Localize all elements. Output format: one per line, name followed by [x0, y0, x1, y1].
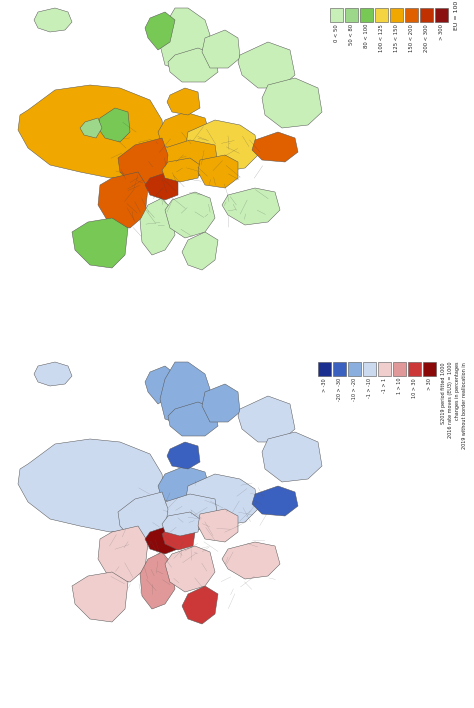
Polygon shape	[262, 432, 322, 482]
Text: 100 < 125: 100 < 125	[379, 24, 384, 52]
Polygon shape	[182, 232, 218, 270]
Polygon shape	[140, 198, 175, 255]
Polygon shape	[222, 188, 280, 225]
Text: 2016 rate moves (EU3) = 1000: 2016 rate moves (EU3) = 1000	[448, 362, 453, 438]
Bar	[393, 362, 406, 376]
Polygon shape	[162, 158, 200, 182]
Bar	[330, 8, 343, 22]
Polygon shape	[158, 494, 218, 532]
Polygon shape	[80, 472, 102, 492]
Bar	[318, 362, 331, 376]
Bar	[333, 362, 346, 376]
Polygon shape	[252, 132, 298, 162]
Bar	[363, 362, 376, 376]
Polygon shape	[158, 466, 210, 506]
Polygon shape	[202, 30, 240, 68]
Text: 125 < 150: 125 < 150	[394, 24, 399, 52]
Bar	[378, 362, 391, 376]
Polygon shape	[34, 8, 72, 32]
Polygon shape	[118, 138, 168, 188]
Polygon shape	[80, 118, 102, 138]
Polygon shape	[162, 512, 200, 536]
Bar	[375, 8, 388, 22]
Polygon shape	[18, 85, 165, 178]
Polygon shape	[168, 402, 218, 436]
Text: 50 < 80: 50 < 80	[349, 24, 354, 45]
Bar	[423, 362, 436, 376]
Bar	[390, 8, 403, 22]
Bar	[360, 8, 373, 22]
Polygon shape	[140, 552, 175, 609]
Bar	[420, 8, 433, 22]
Text: 1 > 10: 1 > 10	[397, 378, 402, 394]
Polygon shape	[238, 396, 295, 442]
Bar	[405, 8, 418, 22]
Text: > 300: > 300	[439, 24, 444, 40]
Bar	[348, 362, 361, 376]
Polygon shape	[18, 439, 165, 532]
Polygon shape	[165, 546, 215, 592]
Polygon shape	[160, 362, 210, 424]
Polygon shape	[158, 140, 218, 178]
Bar	[345, 8, 358, 22]
Text: S2019 period fitted 1000: S2019 period fitted 1000	[441, 362, 446, 423]
Text: changes in percentages: changes in percentages	[455, 362, 460, 421]
Text: -20 > -30: -20 > -30	[337, 378, 342, 401]
Polygon shape	[98, 526, 148, 582]
Polygon shape	[262, 78, 322, 128]
Polygon shape	[238, 42, 295, 88]
Polygon shape	[158, 112, 210, 152]
Polygon shape	[72, 572, 128, 622]
Text: 150 < 200: 150 < 200	[409, 24, 414, 52]
Polygon shape	[98, 462, 130, 496]
Text: 80 < 100: 80 < 100	[364, 24, 369, 49]
Polygon shape	[98, 108, 130, 142]
Polygon shape	[168, 48, 218, 82]
Polygon shape	[34, 362, 72, 386]
Polygon shape	[165, 192, 215, 238]
Polygon shape	[182, 586, 218, 624]
Text: 2019 without border reallocation in: 2019 without border reallocation in	[462, 362, 467, 449]
Polygon shape	[167, 88, 200, 115]
Text: > 30: > 30	[427, 378, 432, 390]
Polygon shape	[145, 366, 175, 404]
Polygon shape	[252, 486, 298, 516]
Polygon shape	[202, 384, 240, 422]
Polygon shape	[162, 524, 195, 550]
Text: 200 < 300: 200 < 300	[424, 24, 429, 52]
Polygon shape	[185, 474, 258, 526]
Text: -10 > -20: -10 > -20	[352, 378, 357, 401]
Polygon shape	[222, 542, 280, 579]
Text: EU = 100: EU = 100	[454, 1, 459, 30]
Polygon shape	[118, 492, 168, 542]
Polygon shape	[167, 442, 200, 469]
Bar	[408, 362, 421, 376]
Polygon shape	[160, 8, 210, 70]
Text: 0 < 50: 0 < 50	[334, 24, 339, 42]
Bar	[435, 8, 448, 22]
Text: 10 > 30: 10 > 30	[412, 378, 417, 398]
Polygon shape	[198, 155, 238, 188]
Polygon shape	[145, 526, 178, 554]
Polygon shape	[185, 120, 258, 172]
Polygon shape	[198, 509, 238, 542]
Polygon shape	[98, 172, 148, 228]
Polygon shape	[145, 12, 175, 50]
Text: > -30: > -30	[322, 378, 327, 392]
Text: -1 > -10: -1 > -10	[367, 378, 372, 398]
Text: -1 > 1: -1 > 1	[382, 378, 387, 393]
Polygon shape	[145, 172, 178, 200]
Polygon shape	[72, 218, 128, 268]
